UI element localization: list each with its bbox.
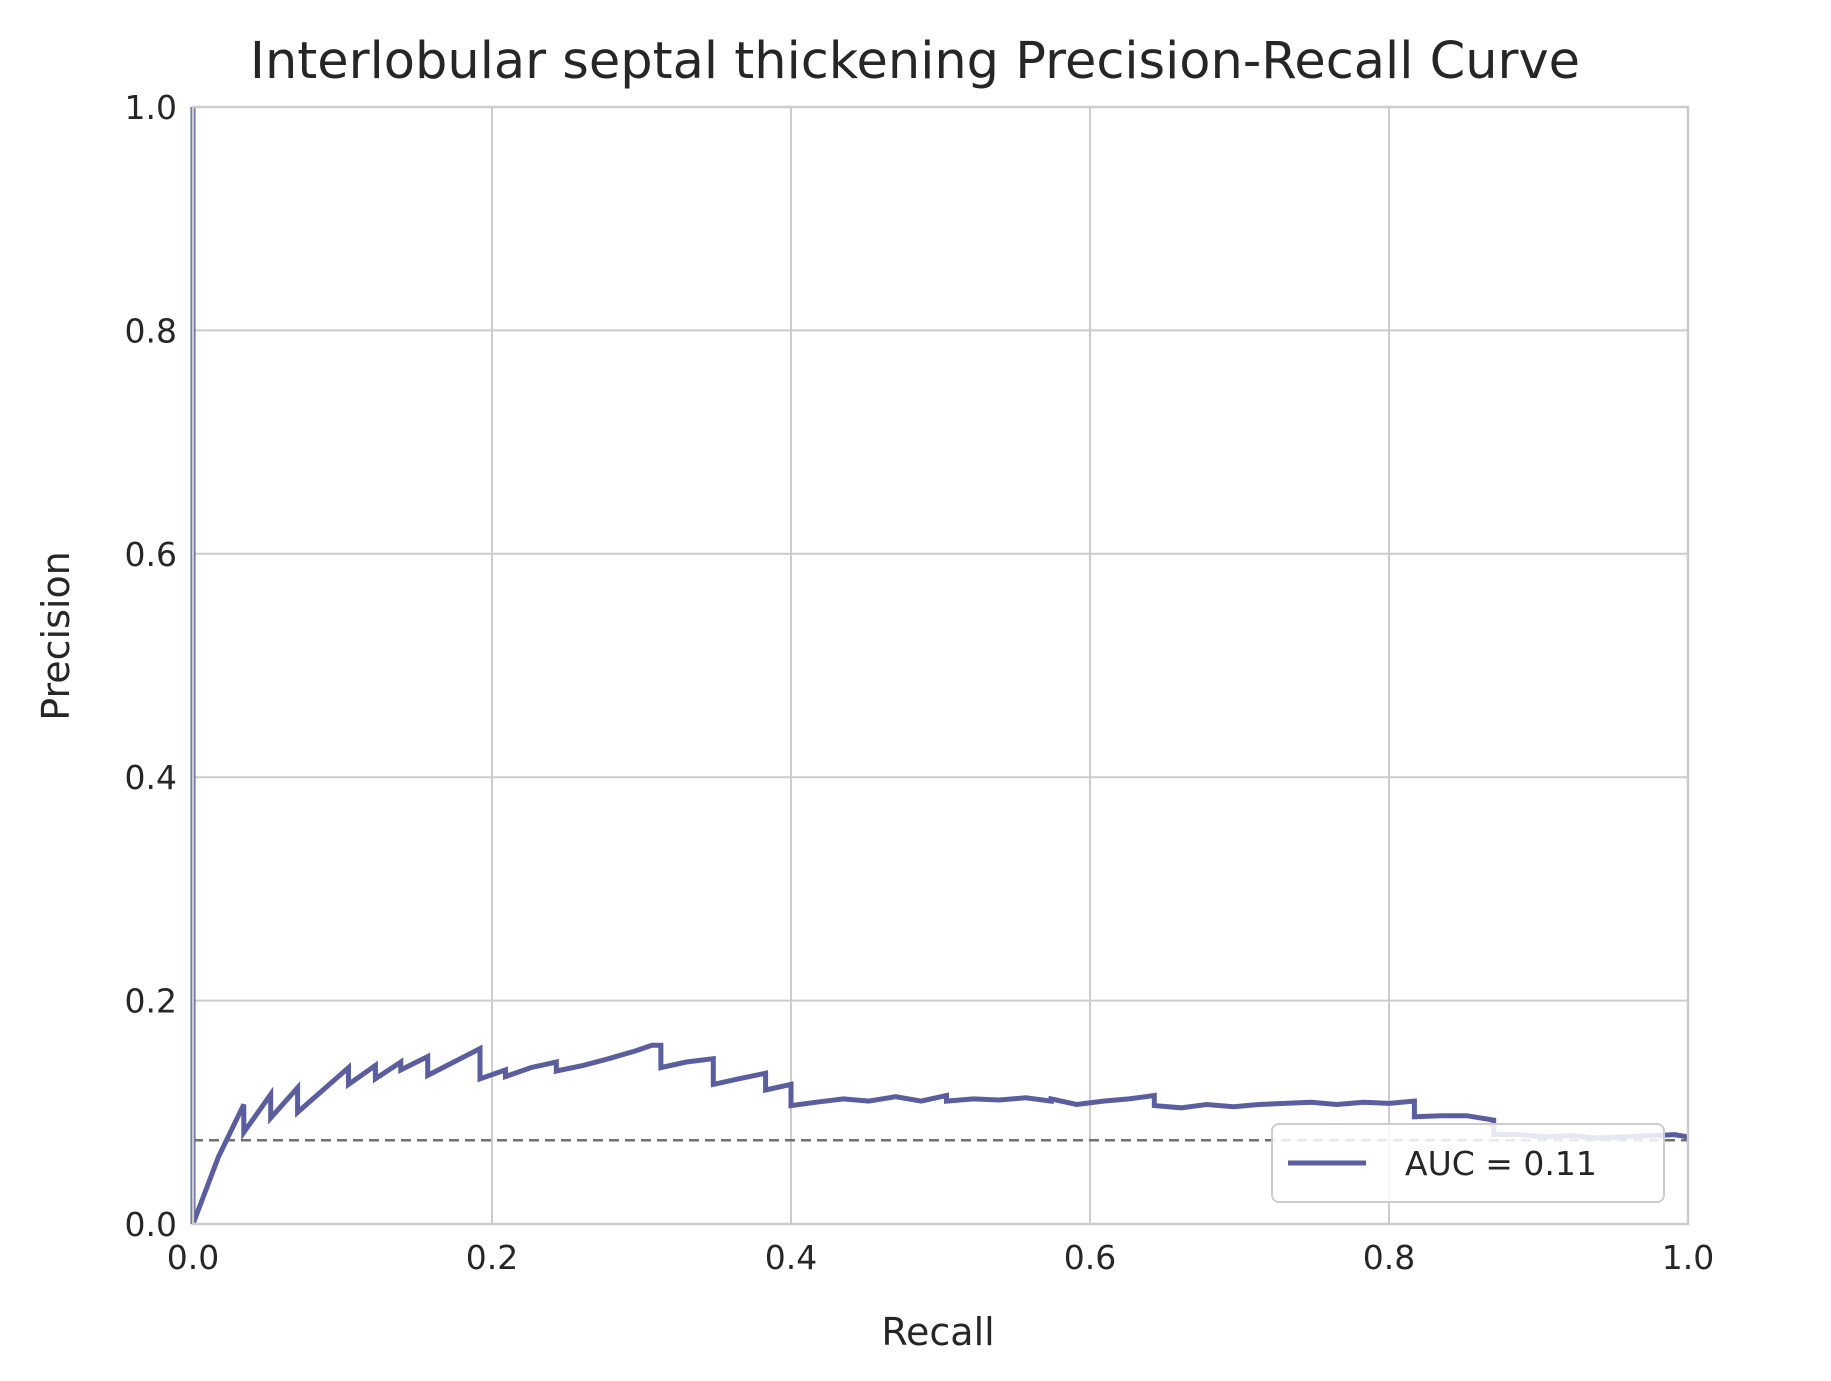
legend-box xyxy=(1271,1123,1665,1203)
x-tick-label: 0.2 xyxy=(466,1238,518,1277)
x-tick-label: 1.0 xyxy=(1662,1238,1714,1277)
legend-label: AUC = 0.11 xyxy=(1405,1144,1597,1183)
chart-title: Interlobular septal thickening Precision… xyxy=(250,32,1580,91)
x-tick-label: 0.8 xyxy=(1363,1238,1415,1277)
x-tick-label: 0.6 xyxy=(1064,1238,1116,1277)
x-tick-label: 0.4 xyxy=(765,1238,817,1277)
pr-curve-line xyxy=(190,107,1689,1225)
x-axis-label: Recall xyxy=(881,1310,994,1354)
y-tick-label: 0.4 xyxy=(125,758,177,797)
y-tick-label: 0.8 xyxy=(125,311,177,350)
legend: AUC = 0.11 xyxy=(1271,1123,1665,1203)
y-tick-label: 0.6 xyxy=(125,535,177,574)
y-tick-label: 1.0 xyxy=(125,88,177,127)
y-axis-label: Precision xyxy=(34,551,78,721)
grid xyxy=(192,106,1689,1225)
tick-labels: 0.0 0.2 0.4 0.6 0.8 1.0 0.0 0.2 0.4 0.6 0.8 1.0 xyxy=(125,88,1715,1277)
y-tick-label: 0.0 xyxy=(125,1205,177,1244)
y-tick-label: 0.2 xyxy=(125,982,177,1021)
x-tick-label: 0.0 xyxy=(167,1238,219,1277)
plot-frame xyxy=(191,105,1690,1226)
